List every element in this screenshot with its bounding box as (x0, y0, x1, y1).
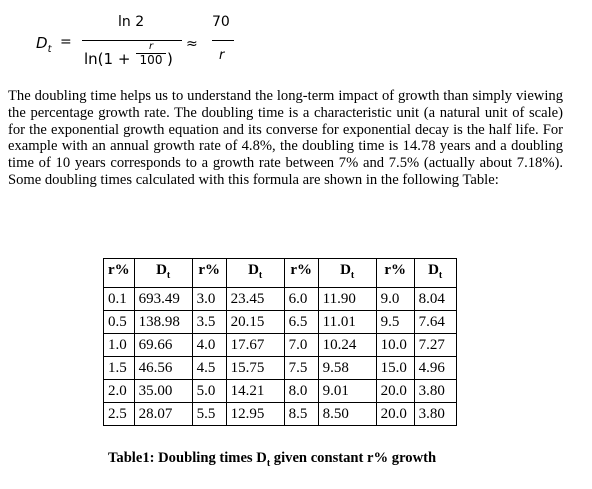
formula-lhs: Dt (36, 34, 51, 55)
table-cell: 3.80 (413, 379, 457, 403)
table-cell: 46.56 (133, 356, 193, 380)
formula-numerator-70: 70 (212, 14, 230, 30)
formula-equals: = (60, 34, 72, 50)
table-header-row: r% Dt r% Dt r% Dt r% Dt (103, 258, 457, 288)
table-cell: 23.45 (225, 287, 285, 311)
table-cell: 3.0 (191, 287, 227, 311)
table-cell: 9.5 (375, 310, 415, 334)
table-cell: 7.5 (283, 356, 319, 380)
table-cell: 9.0 (375, 287, 415, 311)
formula-fraction-bar (82, 40, 182, 41)
table-caption-suffix: given constant r% growth (270, 450, 437, 466)
table-cell: 20.0 (375, 379, 415, 403)
table-cell: 9.58 (317, 356, 377, 380)
table-row: 0.5 138.98 3.5 20.15 6.5 11.01 9.5 7.64 (103, 310, 457, 334)
formula-small-denominator: 100 (139, 53, 163, 67)
table-cell: 3.5 (191, 310, 227, 334)
table-cell: 2.5 (103, 402, 135, 426)
table-cell: 28.07 (133, 402, 193, 426)
table-cell: 10.0 (375, 333, 415, 357)
table-cell: 17.67 (225, 333, 285, 357)
formula-approx-sign: ≈ (186, 36, 198, 52)
table-row: 2.0 35.00 5.0 14.21 8.0 9.01 20.0 3.80 (103, 379, 457, 403)
table-cell: 11.01 (317, 310, 377, 334)
formula-denominator-suffix: ) (167, 50, 173, 68)
table-cell: 7.0 (283, 333, 319, 357)
table-cell: 15.75 (225, 356, 285, 380)
table-cell: 14.21 (225, 379, 285, 403)
table-cell: 8.0 (283, 379, 319, 403)
table-caption-subscript: t (266, 457, 271, 469)
table-cell: 1.5 (103, 356, 135, 380)
table-cell: 8.04 (413, 287, 457, 311)
table-row: 2.5 28.07 5.5 12.95 8.5 8.50 20.0 3.80 (103, 402, 457, 426)
table-header-cell: r% (375, 258, 415, 288)
formula-lhs-symbol: D (36, 34, 48, 52)
table-cell: 1.0 (103, 333, 135, 357)
table-row: 1.0 69.66 4.0 17.67 7.0 10.24 10.0 7.27 (103, 333, 457, 357)
formula-small-numerator: r (148, 41, 154, 52)
table-cell: 6.5 (283, 310, 319, 334)
table-header-cell: Dt (317, 258, 377, 288)
table-cell: 8.5 (283, 402, 319, 426)
table-cell: 4.0 (191, 333, 227, 357)
table-cell: 15.0 (375, 356, 415, 380)
doubling-times-table: r% Dt r% Dt r% Dt r% Dt 0.1 693.49 3.0 2… (103, 258, 457, 426)
table-header-cell: Dt (225, 258, 285, 288)
formula-small-fraction-bar (136, 53, 166, 54)
formula-denominator-prefix: ln(1 + (84, 50, 131, 68)
table-row: 1.5 46.56 4.5 15.75 7.5 9.58 15.0 4.96 (103, 356, 457, 380)
table-cell: 3.80 (413, 402, 457, 426)
table-cell: 6.0 (283, 287, 319, 311)
table-cell: 12.95 (225, 402, 285, 426)
table-cell: 0.5 (103, 310, 135, 334)
formula-lhs-subscript: t (47, 44, 52, 55)
table-cell: 35.00 (133, 379, 193, 403)
table-cell: 4.5 (191, 356, 227, 380)
table-cell: 4.96 (413, 356, 457, 380)
formula-fraction-bar-2 (212, 40, 234, 41)
table-header-cell: Dt (133, 258, 193, 288)
body-paragraph: The doubling time helps us to understand… (8, 88, 563, 188)
table-cell: 7.64 (413, 310, 457, 334)
table-cell: 5.5 (191, 402, 227, 426)
table-cell: 5.0 (191, 379, 227, 403)
table-cell: 2.0 (103, 379, 135, 403)
table-cell: 20.0 (375, 402, 415, 426)
table-cell: 0.1 (103, 287, 135, 311)
table-header-cell: r% (103, 258, 135, 288)
table-caption-prefix: Table1: Doubling times D (108, 450, 267, 466)
formula-small-fraction: r 100 (136, 42, 166, 67)
table-cell: 69.66 (133, 333, 193, 357)
formula-denominator-r: r (219, 48, 225, 63)
table-cell: 11.90 (317, 287, 377, 311)
table-header-cell: Dt (413, 258, 457, 288)
table-cell: 7.27 (413, 333, 457, 357)
table-cell: 8.50 (317, 402, 377, 426)
doubling-time-formula: Dt = ln 2 ln(1 + r 100 ) ≈ 70 r (36, 14, 256, 76)
table-cell: 20.15 (225, 310, 285, 334)
table-row: 0.1 693.49 3.0 23.45 6.0 11.90 9.0 8.04 (103, 287, 457, 311)
table-header-cell: r% (283, 258, 319, 288)
table-cell: 693.49 (133, 287, 193, 311)
table-cell: 9.01 (317, 379, 377, 403)
table-cell: 138.98 (133, 310, 193, 334)
formula-numerator-ln2: ln 2 (118, 14, 145, 30)
table-caption: Table1: Doubling times Dt given constant… (108, 450, 436, 469)
table-cell: 10.24 (317, 333, 377, 357)
table-header-cell: r% (191, 258, 227, 288)
